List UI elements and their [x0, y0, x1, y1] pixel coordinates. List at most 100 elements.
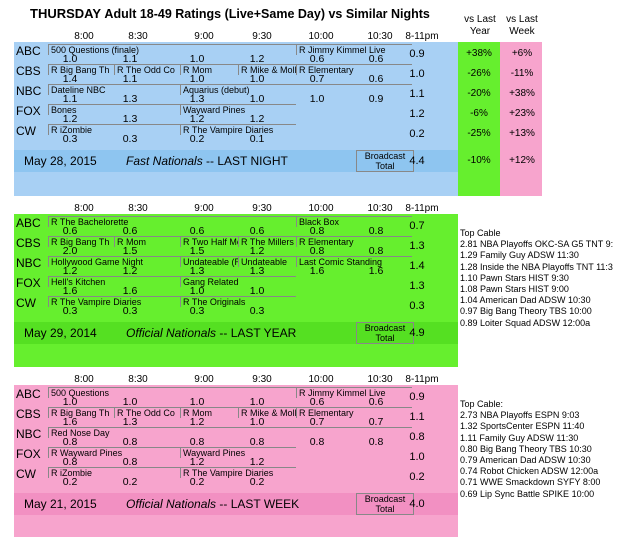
rating-value: 0.8: [309, 245, 325, 257]
row-total: 0.3: [409, 300, 425, 312]
top-cable-item: 1.04 American Dad ADSW 10:30: [460, 295, 591, 306]
top-cable-item: 0.74 Robot Chicken ADSW 12:00a: [460, 466, 599, 477]
footer-date: May 29, 2014: [24, 326, 97, 340]
time-label: 10:30: [367, 374, 393, 385]
time-label: 10:00: [308, 203, 334, 214]
rating-value: 1.3: [122, 93, 138, 105]
row-total: 1.0: [409, 451, 425, 463]
rating-value: 0.8: [122, 436, 138, 448]
program-cell: Gang Related: [180, 276, 296, 287]
program-cell: R Jimmy Kimmel Live: [296, 387, 412, 398]
network-label: NBC: [16, 84, 42, 98]
row-total: 1.1: [409, 88, 425, 100]
rating-value: 1.2: [249, 245, 265, 257]
row-total: 0.2: [409, 128, 425, 140]
rating-value: 0.3: [62, 133, 78, 145]
rating-value: 0.8: [122, 456, 138, 468]
rating-value: 1.3: [189, 93, 205, 105]
program-cell: Wayward Pines: [180, 447, 296, 458]
network-label: ABC: [16, 387, 41, 401]
broadcast-total-value: 4.0: [409, 498, 425, 510]
footer-desc-rest: -- LAST WEEK: [216, 497, 300, 511]
row-total: 1.0: [409, 68, 425, 80]
rating-value: 0.6: [62, 225, 78, 237]
vs-last-year-value: -25%: [467, 128, 491, 139]
rating-value: 1.0: [122, 396, 138, 408]
top-cable-item: 1.32 SportsCenter ESPN 11:40: [460, 421, 585, 432]
program-cell: R The Vampire Diaries: [48, 296, 180, 307]
time-label: 8:30: [128, 203, 148, 214]
title-day: THURSDAY: [30, 6, 101, 21]
rating-value: 0.3: [189, 305, 205, 317]
rating-value: 1.2: [189, 416, 205, 428]
program-cell: Dateline NBC: [48, 84, 180, 95]
top-cable-list: Top Cable: 2.73 NBA Playoffs ESPN 9:03 1.3…: [460, 399, 600, 500]
program-cell: R iZombie: [48, 124, 180, 135]
time-label: 9:00: [194, 31, 214, 42]
rating-value: 0.6: [368, 53, 384, 65]
rating-value: 1.0: [189, 285, 205, 297]
rating-value: 0.8: [309, 225, 325, 237]
footer-vs-last-year: -10%: [467, 155, 491, 166]
footer-desc-italic: Official Nationals: [126, 497, 217, 511]
rating-value: 1.6: [62, 416, 78, 428]
footer-desc-italic: Fast Nationals: [126, 154, 203, 168]
vs-last-week-value: +23%: [509, 108, 535, 119]
row-total: 0.9: [409, 48, 425, 60]
rating-value: 0.8: [368, 245, 384, 257]
vs-last-year-value: +38%: [466, 48, 492, 59]
program-cell: R Two Half Me: [180, 236, 238, 247]
footer-date: May 21, 2015: [24, 497, 97, 511]
rating-value: 1.1: [122, 53, 138, 65]
top-cable-item: 1.11 Family Guy ADSW 11:30: [460, 432, 579, 443]
network-label: CW: [16, 296, 36, 310]
total-label: Total: [375, 504, 395, 514]
rating-value: 1.0: [189, 396, 205, 408]
broadcast-label: Broadcast: [364, 151, 406, 161]
broadcast-label: Broadcast: [364, 494, 406, 504]
rating-value: 1.3: [122, 113, 138, 125]
time-label: 10:30: [367, 203, 393, 214]
time-label: 8-11pm: [405, 203, 439, 214]
rating-value: 0.3: [122, 305, 138, 317]
footer-date: May 28, 2015: [24, 154, 97, 168]
rating-value: 0.6: [122, 225, 138, 237]
broadcast-label: Broadcast: [364, 323, 406, 333]
program-cell: R The Odd Co: [114, 407, 180, 418]
footer-desc-rest: -- LAST NIGHT: [202, 154, 288, 168]
rating-value: 1.2: [62, 113, 78, 125]
rating-value: 0.1: [249, 133, 265, 145]
rating-value: 0.8: [249, 436, 265, 448]
broadcast-total-value: 4.9: [409, 327, 425, 339]
rating-value: 0.2: [62, 476, 78, 488]
time-label: 9:00: [194, 203, 214, 214]
program-cell: Undateable (R: [180, 256, 238, 267]
rating-value: 1.2: [189, 113, 205, 125]
broadcast-total-value: 4.4: [409, 155, 425, 167]
program-cell: R The Vampire Diaries: [180, 467, 296, 478]
row-total: 1.4: [409, 260, 425, 272]
time-label: 10:00: [308, 374, 334, 385]
time-label: 10:30: [367, 31, 393, 42]
rating-value: 1.3: [249, 265, 265, 277]
total-label: Total: [375, 161, 395, 171]
broadcast-total-label: Broadcast Total: [356, 493, 414, 515]
rating-value: 1.0: [249, 93, 265, 105]
rating-value: 1.5: [122, 245, 138, 257]
rating-value: 1.3: [189, 265, 205, 277]
top-cable-item: Top Cable:: [460, 399, 504, 409]
program-cell: Hollywood Game Night: [48, 256, 180, 267]
vs-last-year-header: vs Last Year: [464, 14, 496, 37]
time-label: 8-11pm: [405, 31, 439, 42]
top-cable-item: 0.79 American Dad ADSW 10:30: [460, 455, 591, 466]
time-label: 8:30: [128, 374, 148, 385]
vs-last-year-value: -20%: [467, 88, 491, 99]
program-cell: R Mom: [114, 236, 180, 247]
time-label: 8:00: [74, 31, 94, 42]
row-total: 0.9: [409, 391, 425, 403]
program-cell: R Mom: [180, 64, 238, 75]
rating-value: 1.3: [122, 416, 138, 428]
rating-value: 1.2: [249, 113, 265, 125]
rating-value: 0.2: [249, 476, 265, 488]
program-cell: R Elementary: [296, 407, 412, 418]
